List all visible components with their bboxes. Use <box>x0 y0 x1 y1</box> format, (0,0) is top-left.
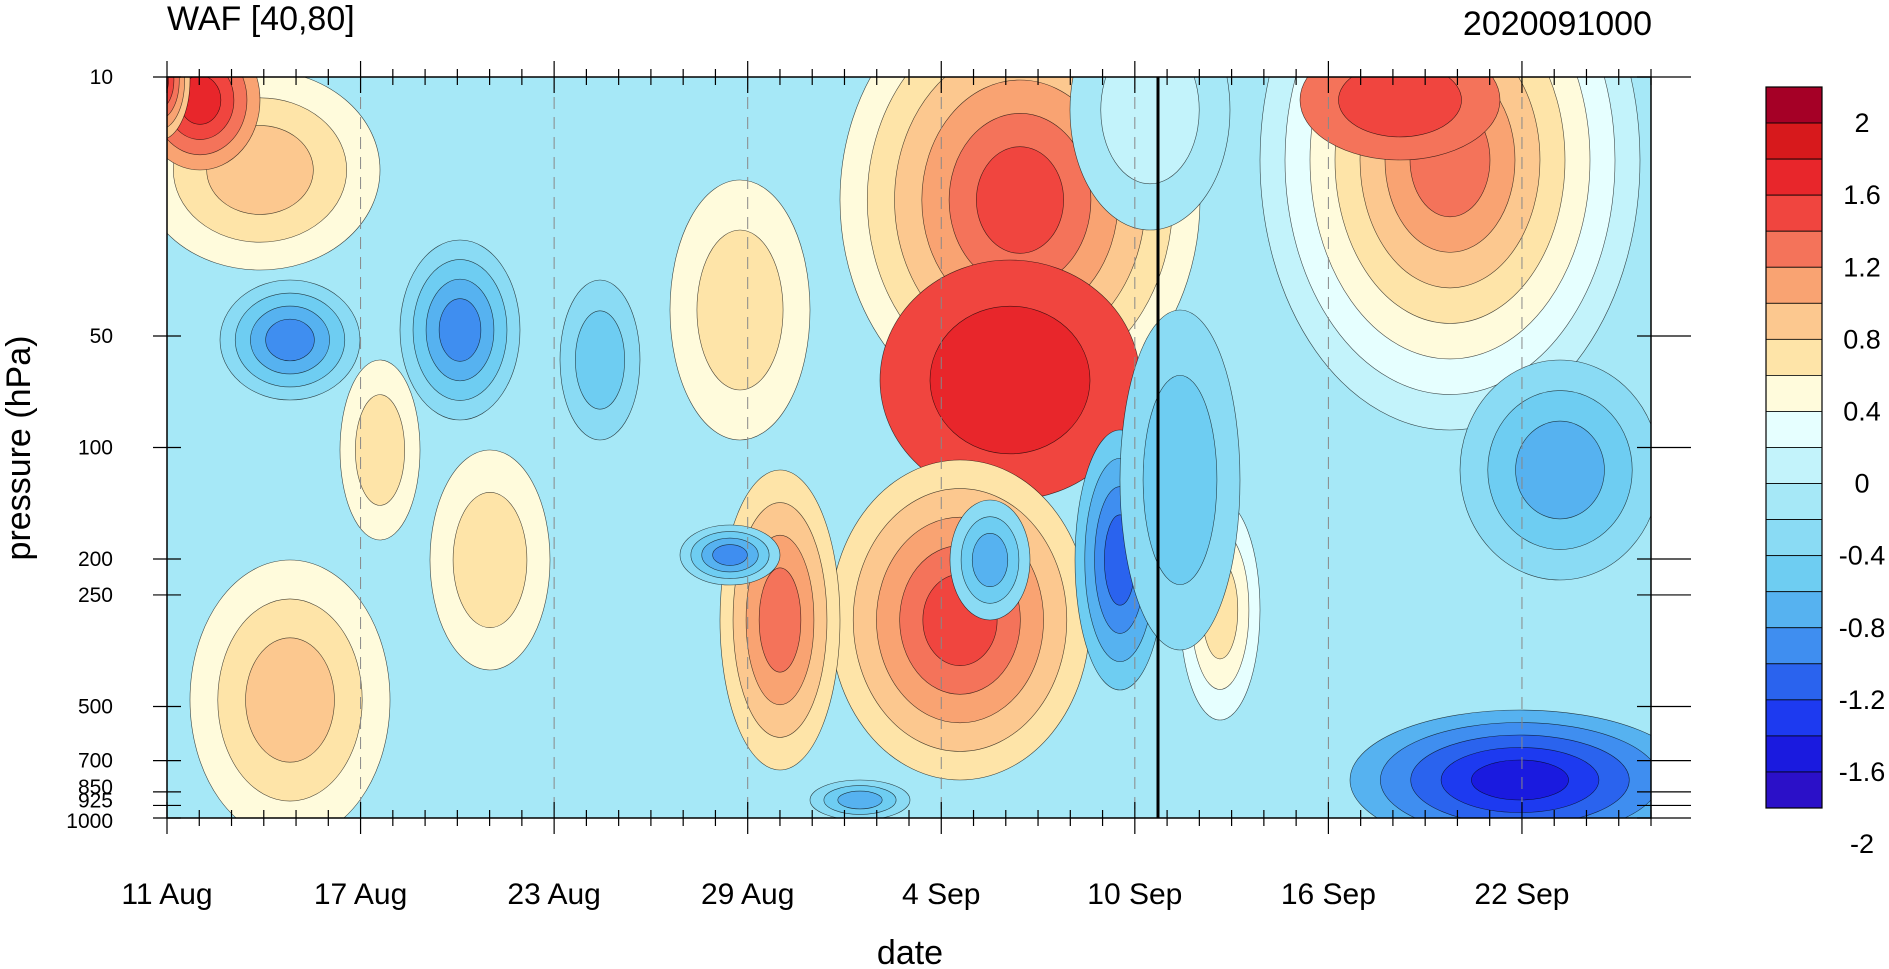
colorbar-swatch <box>1765 158 1823 196</box>
colorbar-swatch <box>1765 230 1823 268</box>
colorbar-swatch <box>1765 411 1823 448</box>
x-tick-label: 23 Aug <box>507 878 600 911</box>
x-tick-label: 22 Sep <box>1474 878 1569 911</box>
contour-level-20-2 <box>837 790 883 810</box>
date-gridlines <box>360 77 1523 818</box>
y-tick-label: 1000 <box>66 810 113 833</box>
colorbar-swatch <box>1765 699 1823 737</box>
contour-level-9-1 <box>452 492 528 628</box>
contour-level-8-1 <box>355 394 405 506</box>
y-tick-label: 200 <box>78 548 113 571</box>
contour-level-21-2 <box>971 533 1009 587</box>
x-axis: 11 Aug 17 Aug 23 Aug 29 Aug 4 Sep 10 Sep 16 Se… <box>121 61 1652 911</box>
colorbar-swatch <box>1765 447 1823 484</box>
contour-level-1-1 <box>1338 77 1462 138</box>
colorbar-swatch <box>1765 483 1823 520</box>
chart-title: WAF [40,80] <box>167 0 355 38</box>
x-tick-label: 17 Aug <box>314 878 407 911</box>
colorbar-swatch <box>1765 555 1823 593</box>
contour-level-24-3 <box>167 77 175 105</box>
colorbar-swatch <box>1765 591 1823 629</box>
colorbar-swatch <box>1765 86 1823 124</box>
contour-level-18-1 <box>575 310 625 410</box>
colorbar-swatch <box>1765 302 1823 340</box>
contour-level-15-1 <box>1142 375 1218 585</box>
colorbar-swatch <box>1765 194 1823 232</box>
y-tick-label: 700 <box>78 750 113 773</box>
colorbar-label: 1.2 <box>1843 252 1881 282</box>
contour-level-17-3 <box>438 298 482 362</box>
contour-level-16-3 <box>265 318 315 362</box>
y-tick-label: 50 <box>90 325 113 348</box>
colorbar-swatch <box>1765 771 1823 809</box>
colorbar-swatch <box>1765 627 1823 665</box>
y-tick-label: 850 <box>78 776 113 799</box>
colorbar-label: 1.6 <box>1843 180 1881 210</box>
contour-level-3-1 <box>929 305 1091 455</box>
colorbar-label: -1.2 <box>1839 685 1886 715</box>
x-tick-label: 11 Aug <box>121 878 212 911</box>
colorbar-swatch <box>1765 735 1823 773</box>
contour-level-10-1 <box>696 229 784 391</box>
colorbar-label: -1.6 <box>1839 757 1886 787</box>
colorbar-label: -0.8 <box>1839 613 1886 643</box>
colorbar-swatch <box>1765 374 1823 412</box>
contour-level-2-5 <box>976 146 1064 254</box>
y-tick-label: 10 <box>90 66 113 89</box>
contour-level-19-3 <box>712 544 748 566</box>
contour-level-22-2 <box>1515 420 1605 520</box>
colorbar-frame <box>1765 86 1823 809</box>
colorbar-swatch <box>1765 266 1823 304</box>
y-tick-label: 925 <box>78 789 113 812</box>
x-tick-label: 10 Sep <box>1087 878 1182 911</box>
colorbar-label: 2 <box>1854 108 1869 138</box>
contour-level-7-2 <box>245 637 335 763</box>
contour-level-23-4 <box>1471 759 1569 801</box>
y-tick-label: 250 <box>78 584 113 607</box>
x-tick-label: 16 Sep <box>1281 878 1376 911</box>
colorbar-swatch <box>1765 519 1823 557</box>
contour-level-12-1 <box>1100 77 1200 185</box>
colorbar-label: 0.4 <box>1843 396 1881 426</box>
colorbar: 2 1.6 1.2 0.8 0.4 0 -0.4 -0.8 -1.2 -1.6 -2 <box>1765 86 1886 859</box>
y-tick-label: 500 <box>78 695 113 718</box>
colorbar-swatch <box>1765 338 1823 376</box>
contour-level-5-3 <box>758 567 802 673</box>
plot-area <box>166 76 1652 819</box>
colorbar-label: 0.8 <box>1843 324 1881 354</box>
x-tick-label: 29 Aug <box>701 878 794 911</box>
contour-field <box>167 77 1651 818</box>
y-tick-label: 100 <box>78 437 113 460</box>
colorbar-swatch <box>1765 122 1823 160</box>
colorbar-swatch <box>1765 663 1823 701</box>
colorbar-label: -2 <box>1850 829 1874 859</box>
colorbar-label: 0 <box>1854 469 1869 499</box>
colorbar-label: -0.4 <box>1839 541 1886 571</box>
contour-level-24-4 <box>167 77 169 91</box>
chart-subtitle: 2020091000 <box>1463 5 1652 43</box>
x-tick-label: 4 Sep <box>902 878 980 911</box>
y-axis-label: pressure (hPa) <box>0 336 38 561</box>
x-axis-label: date <box>877 934 943 969</box>
